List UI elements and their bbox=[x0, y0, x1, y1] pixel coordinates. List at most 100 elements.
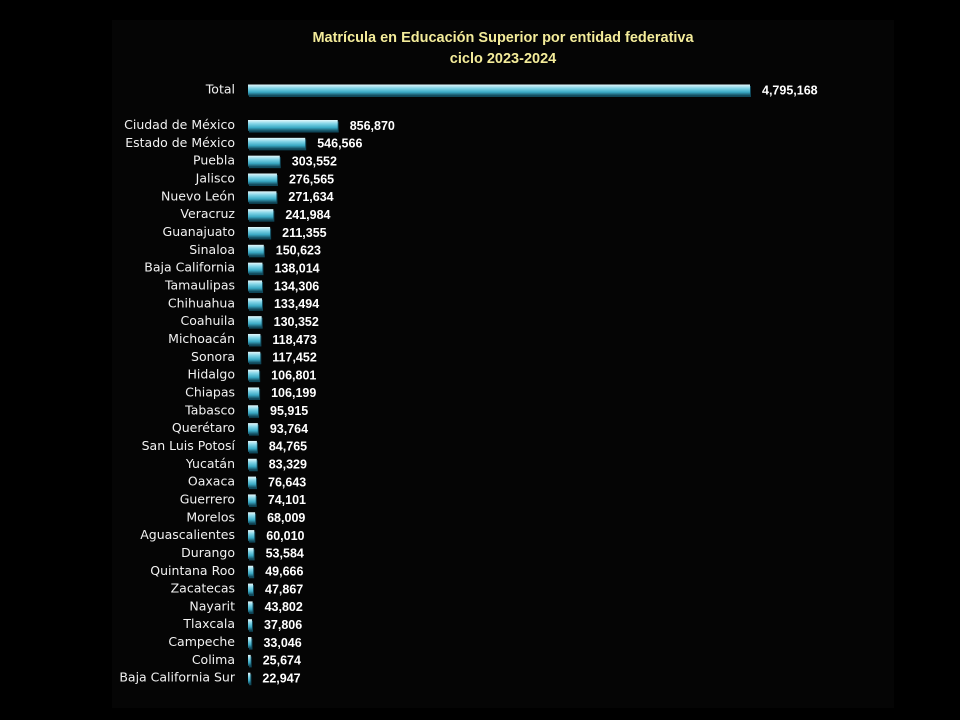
category-label: Tlaxcala bbox=[182, 616, 235, 631]
bar bbox=[248, 244, 264, 256]
bar bbox=[248, 191, 277, 203]
chart: Matrícula en Educación Superior por enti… bbox=[119, 30, 817, 686]
value-label: 68,009 bbox=[267, 511, 305, 525]
category-label: Coahuila bbox=[181, 313, 236, 328]
slide-background: Matrícula en Educación Superior por enti… bbox=[112, 20, 894, 708]
value-label: 106,199 bbox=[271, 386, 316, 400]
value-label: 303,552 bbox=[292, 154, 337, 168]
bar bbox=[248, 280, 263, 292]
category-label: Total bbox=[205, 82, 235, 97]
bar bbox=[248, 262, 263, 274]
category-label: Querétaro bbox=[172, 420, 235, 435]
category-label: Guerrero bbox=[180, 491, 235, 506]
category-label: Ciudad de México bbox=[124, 117, 235, 132]
category-label: Puebla bbox=[193, 153, 235, 168]
value-label: 130,352 bbox=[274, 315, 319, 329]
value-label: 134,306 bbox=[274, 279, 319, 293]
bar bbox=[248, 369, 260, 381]
category-label: Durango bbox=[181, 545, 235, 560]
value-label: 138,014 bbox=[274, 261, 319, 275]
value-label: 60,010 bbox=[266, 529, 304, 543]
category-label: Chihuahua bbox=[168, 295, 235, 310]
value-label: 37,806 bbox=[264, 618, 302, 632]
value-label: 241,984 bbox=[285, 208, 330, 222]
bar bbox=[248, 530, 255, 542]
chart-subtitle: ciclo 2023-2024 bbox=[450, 51, 556, 67]
bar bbox=[248, 512, 256, 524]
bar bbox=[248, 316, 262, 328]
category-label: Nayarit bbox=[189, 598, 235, 613]
category-label: Guanajuato bbox=[163, 224, 235, 239]
bar bbox=[248, 173, 277, 185]
value-label: 76,643 bbox=[268, 475, 306, 489]
bar bbox=[248, 637, 252, 649]
value-label: 83,329 bbox=[269, 458, 307, 472]
bar bbox=[248, 351, 261, 363]
chart-title: Matrícula en Educación Superior por enti… bbox=[312, 30, 694, 46]
category-label: Chiapas bbox=[185, 384, 235, 399]
bar bbox=[248, 458, 257, 470]
bar bbox=[248, 120, 338, 131]
value-label: 43,802 bbox=[265, 600, 303, 614]
bar-group: Total 4,795,168 Ciudad de México 856,870 Est… bbox=[119, 82, 817, 686]
value-label: 546,566 bbox=[317, 137, 362, 151]
bar bbox=[248, 209, 274, 221]
category-label: Nuevo León bbox=[161, 188, 235, 203]
category-label: Oaxaca bbox=[188, 474, 235, 489]
value-label: 271,634 bbox=[288, 190, 333, 204]
value-label: 211,355 bbox=[282, 226, 327, 240]
bar bbox=[248, 423, 258, 435]
category-label: Yucatán bbox=[185, 456, 235, 471]
value-label: 856,870 bbox=[350, 119, 395, 133]
value-label: 47,867 bbox=[265, 582, 303, 596]
category-label: Zacatecas bbox=[171, 581, 235, 596]
bar bbox=[248, 565, 254, 577]
category-label: Tamaulipas bbox=[164, 277, 235, 292]
category-label: Estado de México bbox=[125, 135, 235, 150]
bar bbox=[248, 440, 257, 452]
category-label: Quintana Roo bbox=[150, 563, 235, 578]
bar bbox=[248, 619, 252, 631]
value-label: 150,623 bbox=[276, 244, 321, 258]
value-label: 49,666 bbox=[265, 565, 303, 579]
value-label: 25,674 bbox=[263, 654, 301, 668]
value-label: 117,452 bbox=[272, 351, 317, 365]
bar bbox=[248, 137, 306, 149]
value-label: 4,795,168 bbox=[762, 83, 818, 97]
value-label: 22,947 bbox=[262, 672, 300, 686]
bar bbox=[248, 387, 260, 399]
bar bbox=[248, 84, 750, 96]
value-label: 133,494 bbox=[274, 297, 319, 311]
bar bbox=[248, 476, 257, 488]
bar bbox=[248, 654, 251, 666]
category-label: San Luis Potosí bbox=[142, 438, 236, 453]
category-label: Michoacán bbox=[168, 331, 235, 346]
category-label: Sonora bbox=[191, 349, 235, 364]
value-label: 95,915 bbox=[270, 404, 308, 418]
value-label: 33,046 bbox=[263, 636, 301, 650]
category-label: Tabasco bbox=[184, 402, 235, 417]
bar bbox=[248, 672, 251, 684]
category-label: Jalisco bbox=[195, 170, 235, 185]
bar bbox=[248, 601, 253, 613]
bar bbox=[248, 298, 262, 310]
category-label: Colima bbox=[192, 652, 235, 667]
bar bbox=[248, 333, 261, 345]
value-label: 53,584 bbox=[266, 547, 304, 561]
category-label: Veracruz bbox=[180, 206, 235, 221]
value-label: 118,473 bbox=[272, 333, 317, 347]
bar bbox=[248, 226, 271, 238]
category-label: Baja California Sur bbox=[119, 670, 236, 685]
category-label: Aguascalientes bbox=[140, 527, 235, 542]
value-label: 276,565 bbox=[289, 172, 334, 186]
category-label: Sinaloa bbox=[189, 242, 235, 257]
category-label: Morelos bbox=[186, 509, 235, 524]
value-label: 93,764 bbox=[270, 422, 308, 436]
bar bbox=[248, 494, 256, 506]
bar bbox=[248, 583, 254, 595]
category-label: Baja California bbox=[144, 260, 235, 275]
bar bbox=[248, 155, 280, 167]
value-label: 84,765 bbox=[269, 440, 307, 454]
bar bbox=[248, 405, 259, 417]
category-label: Campeche bbox=[168, 634, 235, 649]
